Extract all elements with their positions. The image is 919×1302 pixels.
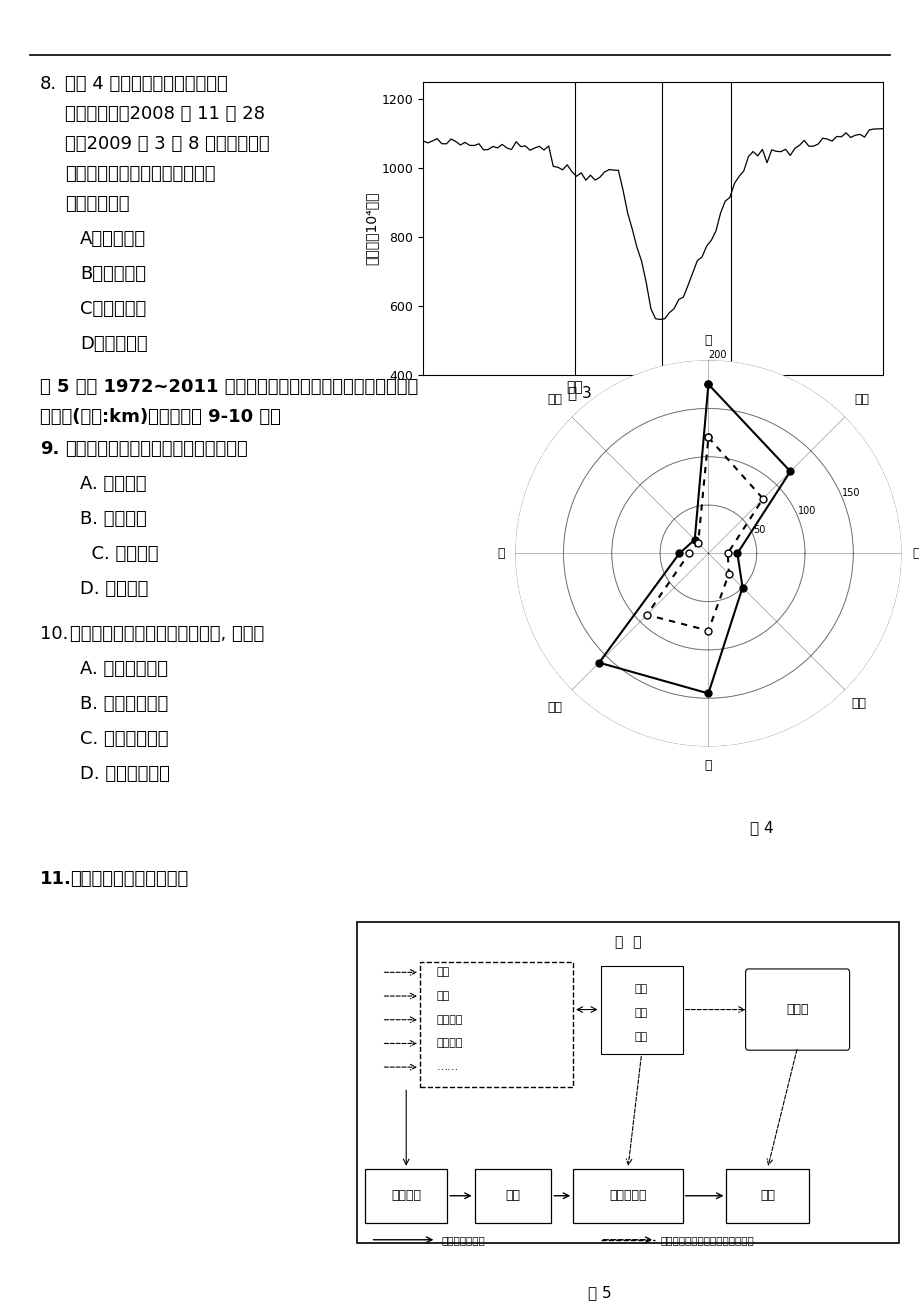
Text: 南: 南 bbox=[704, 759, 711, 772]
Text: A．洪涝灾害: A．洪涝灾害 bbox=[80, 230, 146, 247]
Text: D．民工返乡: D．民工返乡 bbox=[80, 335, 147, 353]
Text: 呼叫: 呼叫 bbox=[634, 1008, 648, 1018]
Text: B. 绿洲面积增大: B. 绿洲面积增大 bbox=[80, 695, 168, 713]
Text: 若该流域冰川面积变化趋势不变, 将导致: 若该流域冰川面积变化趋势不变, 将导致 bbox=[70, 625, 264, 643]
Text: C. 干旱程度加剧: C. 干旱程度加剧 bbox=[80, 730, 168, 749]
Text: A. 气候变暖: A. 气候变暖 bbox=[80, 475, 146, 493]
Text: 的变化(单位:km)。读图回答 9-10 题。: 的变化(单位:km)。读图回答 9-10 题。 bbox=[40, 408, 280, 426]
Text: 收购: 收购 bbox=[505, 1189, 520, 1202]
FancyBboxPatch shape bbox=[474, 1169, 550, 1223]
Text: 读图 4 我国某城市总人口的逐日: 读图 4 我国某城市总人口的逐日 bbox=[65, 76, 228, 92]
Text: 东南: 东南 bbox=[850, 697, 865, 710]
Text: 东北: 东北 bbox=[854, 393, 868, 406]
Text: 生产企业: 生产企业 bbox=[391, 1189, 421, 1202]
Y-axis label: 总人口（10⁴人）: 总人口（10⁴人） bbox=[365, 191, 379, 266]
FancyBboxPatch shape bbox=[573, 1169, 682, 1223]
Text: 图 5 示意 1972~2011 年我国西北地区某流域不同朝向冰川面积: 图 5 示意 1972~2011 年我国西北地区某流域不同朝向冰川面积 bbox=[40, 378, 418, 396]
FancyBboxPatch shape bbox=[357, 922, 898, 1243]
Text: B．疾病传播: B．疾病传播 bbox=[80, 266, 146, 283]
Text: 9.: 9. bbox=[40, 440, 60, 458]
FancyBboxPatch shape bbox=[726, 1169, 808, 1223]
Text: 图 5: 图 5 bbox=[587, 1285, 611, 1299]
Text: 东: 东 bbox=[912, 547, 919, 560]
Text: 图 3: 图 3 bbox=[568, 385, 591, 400]
Text: 传统的商业流通: 传统的商业流通 bbox=[441, 1234, 485, 1245]
Text: 中心: 中心 bbox=[634, 1031, 648, 1042]
Text: D. 流域面积扩大: D. 流域面积扩大 bbox=[80, 766, 170, 783]
FancyBboxPatch shape bbox=[744, 969, 848, 1051]
Text: 8.: 8. bbox=[40, 76, 57, 92]
Text: 储存、调运: 储存、调运 bbox=[608, 1189, 646, 1202]
Text: D. 风力侵蚀: D. 风力侵蚀 bbox=[80, 579, 148, 598]
Text: 北: 北 bbox=[704, 335, 711, 348]
Text: 图 4: 图 4 bbox=[749, 820, 773, 835]
Text: C. 流水搬运: C. 流水搬运 bbox=[80, 546, 158, 562]
Text: ……: …… bbox=[436, 1062, 458, 1072]
Text: 11.: 11. bbox=[40, 870, 72, 888]
Text: 市场销售: 市场销售 bbox=[436, 1014, 462, 1025]
Text: 造成该流域冰川面积变化的主要原因是: 造成该流域冰川面积变化的主要原因是 bbox=[65, 440, 247, 458]
FancyBboxPatch shape bbox=[600, 966, 682, 1053]
Text: 消费者: 消费者 bbox=[786, 1003, 808, 1016]
Text: 最主要原因是: 最主要原因是 bbox=[65, 195, 130, 214]
Text: 节期间下图城市人口巨大变化的: 节期间下图城市人口巨大变化的 bbox=[65, 165, 215, 184]
Text: A. 冰蚀作用增强: A. 冰蚀作用增强 bbox=[80, 660, 168, 678]
Text: 变化示意图（2008 年 11 月 28: 变化示意图（2008 年 11 月 28 bbox=[65, 105, 265, 122]
Text: 西: 西 bbox=[496, 547, 504, 560]
Text: 销售: 销售 bbox=[759, 1189, 774, 1202]
Text: C．旅行度假: C．旅行度假 bbox=[80, 299, 146, 318]
Text: 总  部: 总 部 bbox=[614, 935, 641, 949]
Text: 设计: 设计 bbox=[436, 967, 449, 978]
FancyBboxPatch shape bbox=[365, 1169, 447, 1223]
FancyBboxPatch shape bbox=[419, 962, 573, 1087]
Text: B. 地壳抬升: B. 地壳抬升 bbox=[80, 510, 147, 529]
Text: 西南: 西南 bbox=[547, 700, 562, 713]
Text: 10.: 10. bbox=[40, 625, 68, 643]
Text: 王先生登录了某交通导航: 王先生登录了某交通导航 bbox=[70, 870, 188, 888]
Text: 库存管理: 库存管理 bbox=[436, 1039, 462, 1048]
Text: 日～2009 年 3 月 8 日），引起春: 日～2009 年 3 月 8 日），引起春 bbox=[65, 135, 269, 154]
Text: 采购: 采购 bbox=[436, 991, 449, 1001]
Text: 西北: 西北 bbox=[547, 393, 562, 406]
Text: 网站: 网站 bbox=[634, 984, 648, 995]
Text: 200: 200 bbox=[708, 350, 726, 361]
Text: 基于互联网条件下的物流、信息流: 基于互联网条件下的物流、信息流 bbox=[660, 1234, 754, 1245]
